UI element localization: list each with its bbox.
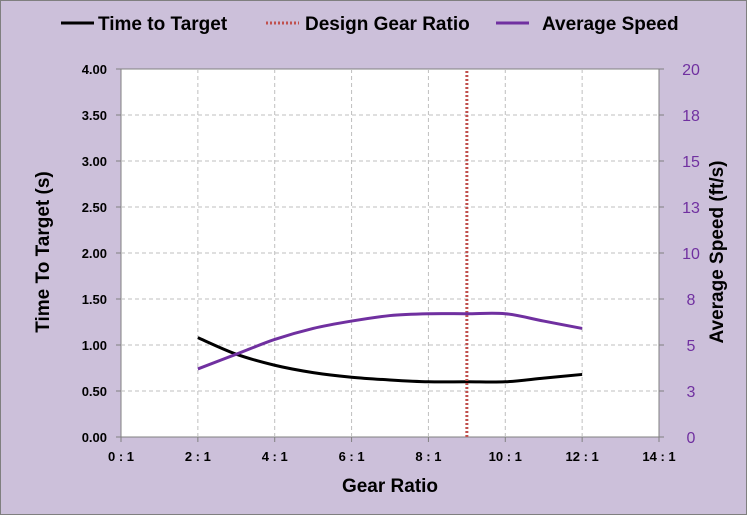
x-tick-label: 8 : 1 [415,449,441,464]
x-tick-label: 0 : 1 [108,449,134,464]
legend-label-average-speed: Average Speed [542,14,679,35]
y2-tick-label: 13 [682,200,700,217]
x-tick-label: 10 : 1 [489,449,522,464]
y2-tick-label: 20 [682,62,700,79]
series-line-average-speed [197,311,583,371]
y-tick-label: 0.50 [82,384,107,399]
legend-label-design-gear-ratio: Design Gear Ratio [305,14,470,35]
series-group [197,69,583,437]
y-tick-label: 0.00 [82,430,107,445]
y-tick-label: 2.50 [82,200,107,215]
y2-tick-label: 5 [687,338,696,355]
x-tick-label: 4 : 1 [262,449,288,464]
y-tick-label: 4.00 [82,62,107,77]
grid [121,69,659,437]
x-tick-label: 12 : 1 [566,449,599,464]
y2-tick-label: 0 [687,430,696,447]
y2-tick-label: 18 [682,108,700,125]
legend: Time to Target Design Gear Ratio Average S… [61,14,679,35]
y2-tick-label: 8 [687,292,696,309]
legend-label-time-to-target: Time to Target [98,14,228,35]
x-axis-title: Gear Ratio [342,476,438,497]
y-tick-label: 3.00 [82,154,107,169]
y-axis-title: Time To Target (s) [33,171,54,333]
x-tick-label: 2 : 1 [185,449,211,464]
y2-tick-label: 10 [682,246,700,263]
x-tick-label: 14 : 1 [642,449,675,464]
x-tick-label: 6 : 1 [339,449,365,464]
x-axis-ticks: 0 : 1 2 : 1 4 : 1 6 : 1 8 : 1 10 : 1 12 : 1 14 … [108,437,676,464]
y-tick-label: 1.50 [82,292,107,307]
y-axis-ticks: 0.00 0.50 1.00 1.50 2.00 2.50 3.00 3.50 4.00 [82,62,121,445]
y2-tick-label: 3 [687,384,696,401]
y2-tick-label: 15 [682,154,700,171]
y-tick-label: 1.00 [82,338,107,353]
y2-axis-ticks: 0 3 5 8 10 13 15 18 20 [659,62,700,447]
y2-axis-title: Average Speed (ft/s) [707,160,728,343]
y-tick-label: 3.50 [82,108,107,123]
series-line-time-to-target [197,336,583,384]
y-tick-label: 2.00 [82,246,107,261]
